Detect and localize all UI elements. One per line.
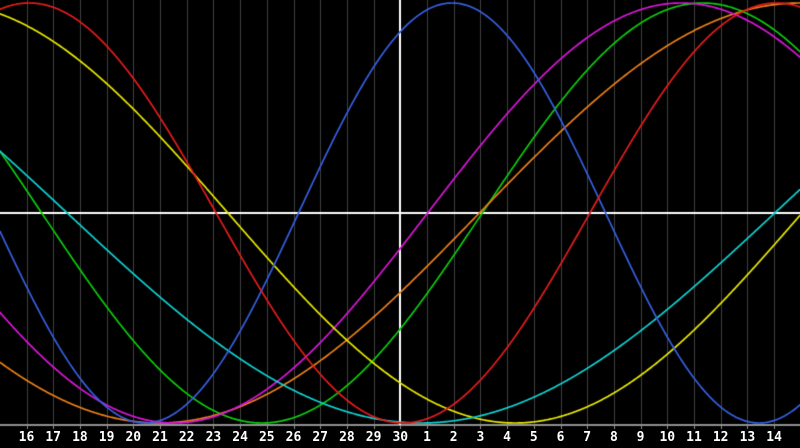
- biorhythm-chart: 16 17 18 19 20 21 22 23 24 25 26 27 28 29 30 1 2 3 4 5 6 7 8 9 1…: [0, 0, 800, 448]
- biorhythm-plot-canvas: [0, 0, 800, 448]
